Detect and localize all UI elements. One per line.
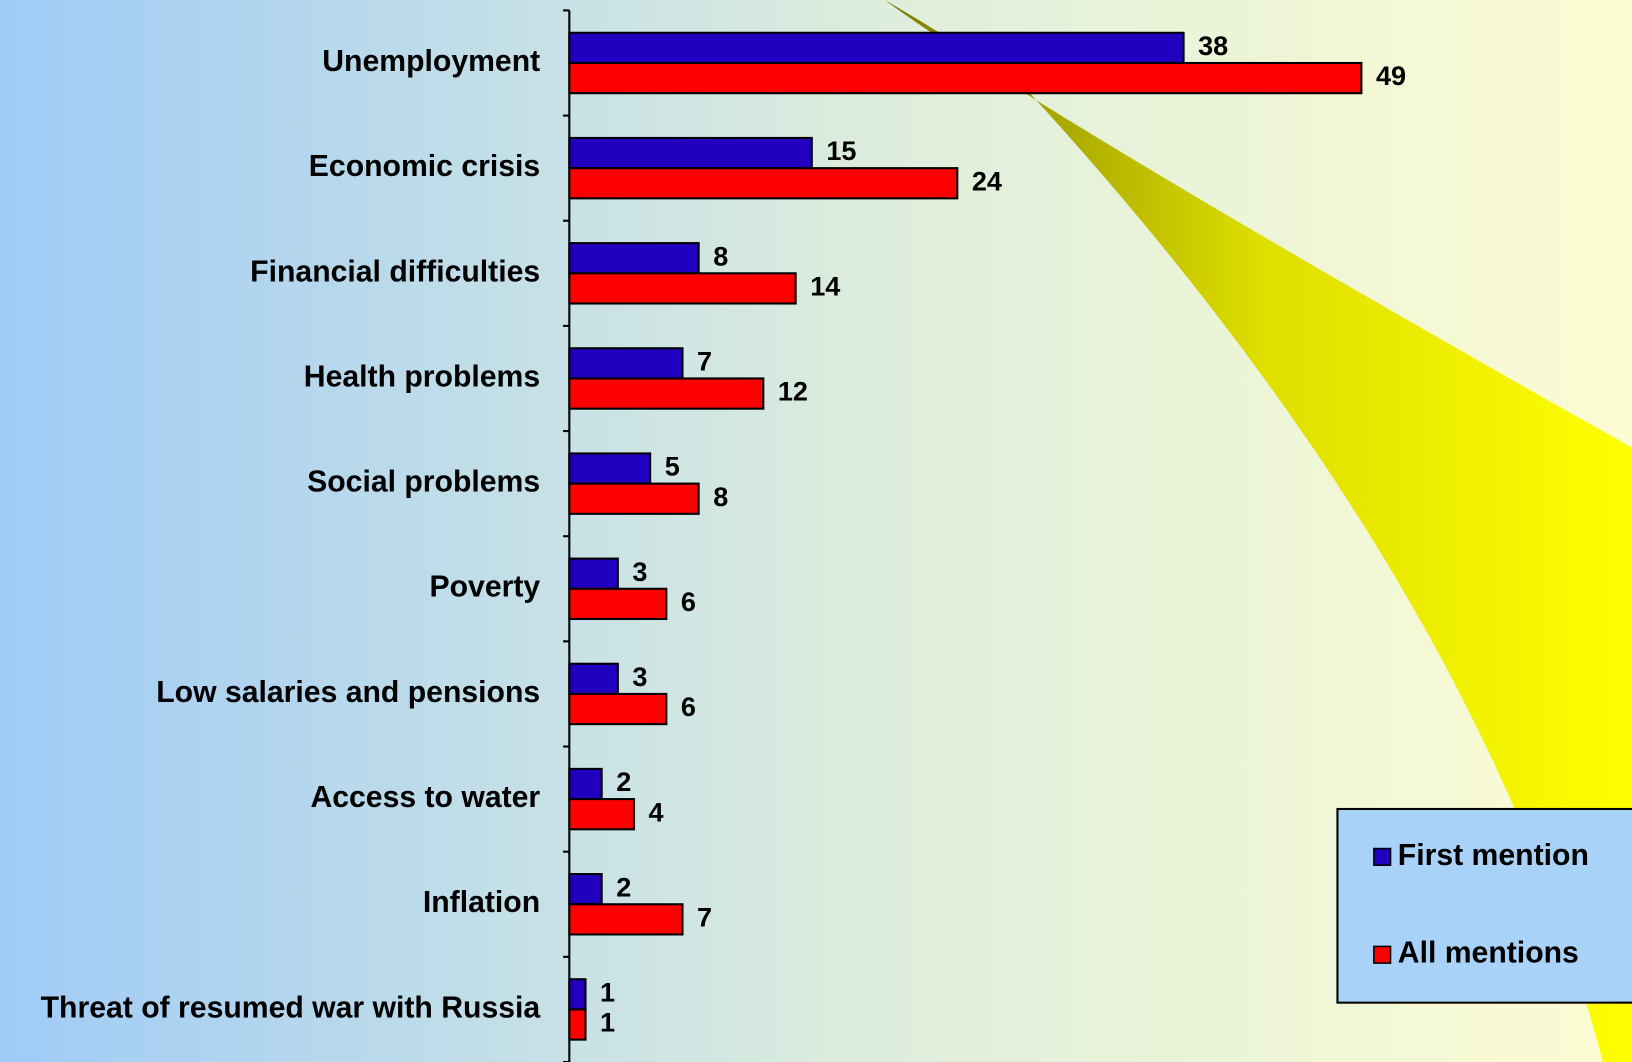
data-label: 49 [1376,61,1406,91]
bar [568,767,603,801]
data-label: 8 [713,241,728,271]
bar [568,452,652,485]
y-tick-label: Poverty [430,571,541,604]
bar [568,557,619,590]
data-label: 24 [972,166,1002,196]
bar [568,587,668,621]
y-tick-label: Unemployment [322,45,540,78]
data-label: 15 [826,136,856,166]
bar [568,903,684,936]
bar [568,873,603,906]
bar [568,798,636,831]
data-label: 1 [600,1008,615,1038]
bar [568,242,700,275]
bar [568,1008,587,1041]
data-label: 7 [697,347,712,377]
bar [568,167,959,200]
bar [568,482,700,515]
data-label: 6 [681,587,696,617]
legend-label: First mention [1398,839,1589,872]
data-label: 2 [616,872,631,902]
y-tick-label: Economic crisis [309,150,540,183]
bar [568,978,587,1011]
data-label: 7 [697,902,712,932]
bar [568,31,1185,65]
data-label: 6 [681,692,696,722]
legend-box [1336,807,1632,1004]
data-label: 14 [810,272,840,302]
y-tick-label: Low salaries and pensions [156,676,540,709]
bar [568,347,684,380]
data-label: 3 [632,662,647,692]
bar [568,61,1363,95]
decoration [884,0,1632,1062]
y-tick-label: Health problems [304,360,540,393]
bar [568,377,765,410]
bar [568,136,813,170]
bar [568,272,797,305]
legend-swatch [1373,945,1392,964]
data-label: 3 [632,557,647,587]
data-label: 2 [616,767,631,797]
bar [568,692,668,726]
bar [568,662,619,695]
legend: First mention All mentions [1336,807,1632,1004]
data-label: 38 [1198,31,1228,61]
y-tick-label: Access to water [310,781,540,814]
data-label: 12 [778,377,808,407]
y-tick-label: Financial difficulties [250,255,540,288]
legend-label: All mentions [1398,937,1579,970]
legend-swatch [1373,847,1392,866]
data-label: 4 [649,797,664,827]
data-label: 8 [713,482,728,512]
y-tick-label: Social problems [307,466,540,499]
data-label: 5 [665,452,680,482]
y-tick-label: Inflation [423,886,540,919]
y-tick-label: Threat of resumed war with Russia [41,991,541,1024]
data-label: 1 [600,977,615,1007]
